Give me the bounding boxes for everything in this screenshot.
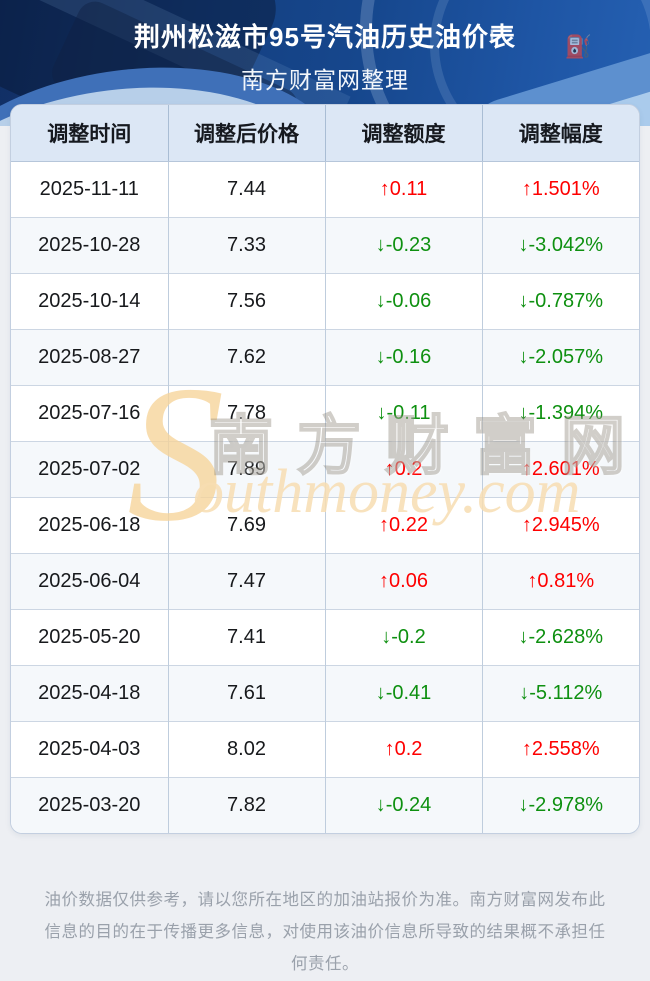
cell-price-after: 7.33 [167, 216, 325, 273]
price-table-card: 调整时间 调整后价格 调整额度 调整幅度 2025-11-11 7.44 ↑0.… [10, 104, 640, 834]
table-row: 2025-03-20 7.82 ↓-0.24 ↓-2.978% [11, 776, 639, 833]
cell-price-after: 7.47 [167, 552, 325, 609]
table-row: 2025-04-18 7.61 ↓-0.41 ↓-5.112% [11, 664, 639, 721]
cell-adjust-percent: ↑2.558% [481, 720, 639, 777]
cell-adjust-percent: ↑2.601% [481, 440, 639, 497]
table-header-row: 调整时间 调整后价格 调整额度 调整幅度 [11, 105, 639, 162]
cell-adjust-amount: ↑0.2 [324, 720, 482, 777]
cell-price-after: 7.69 [167, 496, 325, 553]
cell-adjust-percent: ↓-1.394% [481, 384, 639, 441]
table-row: 2025-10-14 7.56 ↓-0.06 ↓-0.787% [11, 272, 639, 329]
cell-adjust-amount: ↓-0.41 [324, 664, 482, 721]
cell-adjust-percent: ↓-0.787% [481, 272, 639, 329]
column-header-adjust-time: 调整时间 [11, 105, 168, 162]
cell-adjust-percent: ↓-2.628% [481, 608, 639, 665]
cell-price-after: 7.61 [167, 664, 325, 721]
cell-adjust-amount: ↑0.2 [324, 440, 482, 497]
table-row: 2025-05-20 7.41 ↓-0.2 ↓-2.628% [11, 608, 639, 665]
cell-adjust-date: 2025-04-03 [11, 720, 168, 777]
table-row: 2025-11-11 7.44 ↑0.11 ↑1.501% [11, 161, 639, 217]
cell-adjust-amount: ↑0.06 [324, 552, 482, 609]
column-header-adjust-amount: 调整额度 [324, 105, 482, 162]
page-subtitle: 南方财富网整理 [241, 67, 409, 93]
cell-adjust-amount: ↓-0.24 [324, 776, 482, 833]
fuel-gauge-inner-arc [430, 0, 650, 126]
cell-adjust-amount: ↓-0.11 [324, 384, 482, 441]
cell-adjust-amount: ↓-0.2 [324, 608, 482, 665]
table-body: 2025-11-11 7.44 ↑0.11 ↑1.501% 2025-10-28… [11, 161, 639, 833]
cell-adjust-amount: ↑0.22 [324, 496, 482, 553]
cell-adjust-percent: ↑0.81% [481, 552, 639, 609]
price-history-table: 调整时间 调整后价格 调整额度 调整幅度 2025-11-11 7.44 ↑0.… [11, 105, 639, 833]
cell-adjust-amount: ↓-0.06 [324, 272, 482, 329]
table-row: 2025-07-16 7.78 ↓-0.11 ↓-1.394% [11, 384, 639, 441]
cell-adjust-date: 2025-04-18 [11, 664, 168, 721]
cell-adjust-date: 2025-06-04 [11, 552, 168, 609]
cell-price-after: 7.56 [167, 272, 325, 329]
table-row: 2025-04-03 8.02 ↑0.2 ↑2.558% [11, 720, 639, 777]
cell-adjust-percent: ↓-5.112% [481, 664, 639, 721]
cell-price-after: 7.62 [167, 328, 325, 385]
cell-adjust-date: 2025-10-14 [11, 272, 168, 329]
disclaimer-text: 油价数据仅供参考，请以您所在地区的加油站报价为准。南方财富网发布此信息的目的在于… [44, 891, 606, 974]
cell-price-after: 7.78 [167, 384, 325, 441]
cell-adjust-date: 2025-07-16 [11, 384, 168, 441]
cell-price-after: 8.02 [167, 720, 325, 777]
column-header-adjust-percent: 调整幅度 [481, 105, 639, 162]
footer: 油价数据仅供参考，请以您所在地区的加油站报价为准。南方财富网发布此信息的目的在于… [0, 834, 650, 981]
cell-adjust-percent: ↑1.501% [481, 161, 639, 217]
cell-price-after: 7.82 [167, 776, 325, 833]
cell-adjust-percent: ↓-2.978% [481, 776, 639, 833]
column-header-price-after: 调整后价格 [167, 105, 325, 162]
cell-price-after: 7.41 [167, 608, 325, 665]
cell-adjust-date: 2025-11-11 [39, 177, 139, 200]
cell-adjust-date: 2025-10-28 [11, 216, 168, 273]
table-row: 2025-06-18 7.69 ↑0.22 ↑2.945% [11, 496, 639, 553]
cell-adjust-date: 2025-08-27 [11, 328, 168, 385]
cell-adjust-date: 2025-06-18 [11, 496, 168, 553]
cell-adjust-percent: ↓-2.057% [481, 328, 639, 385]
cell-adjust-date: 2025-07-02 [11, 440, 168, 497]
cell-adjust-amount: ↓-0.16 [324, 328, 482, 385]
fuel-pump-icon: ⛽ [564, 34, 592, 59]
cell-adjust-amount: ↑0.11 [324, 161, 482, 217]
cell-adjust-date: 2025-05-20 [11, 608, 168, 665]
table-row: 2025-06-04 7.47 ↑0.06 ↑0.81% [11, 552, 639, 609]
fuel-gauge-f-label: F [489, 26, 500, 45]
cell-adjust-percent: ↓-3.042% [481, 216, 639, 273]
table-row: 2025-07-02 7.89 ↑0.2 ↑2.601% [11, 440, 639, 497]
table-row: 2025-10-28 7.33 ↓-0.23 ↓-3.042% [11, 216, 639, 273]
cell-adjust-percent: ↑2.945% [481, 496, 639, 553]
cell-price-after: 7.44 [167, 161, 325, 217]
page-title: 荆州松滋市95号汽油历史油价表 [134, 22, 516, 52]
cell-adjust-amount: ↓-0.23 [324, 216, 482, 273]
cell-price-after: 7.89 [167, 440, 325, 497]
cell-adjust-date: 2025-03-20 [11, 776, 168, 833]
table-row: 2025-08-27 7.62 ↓-0.16 ↓-2.057% [11, 328, 639, 385]
